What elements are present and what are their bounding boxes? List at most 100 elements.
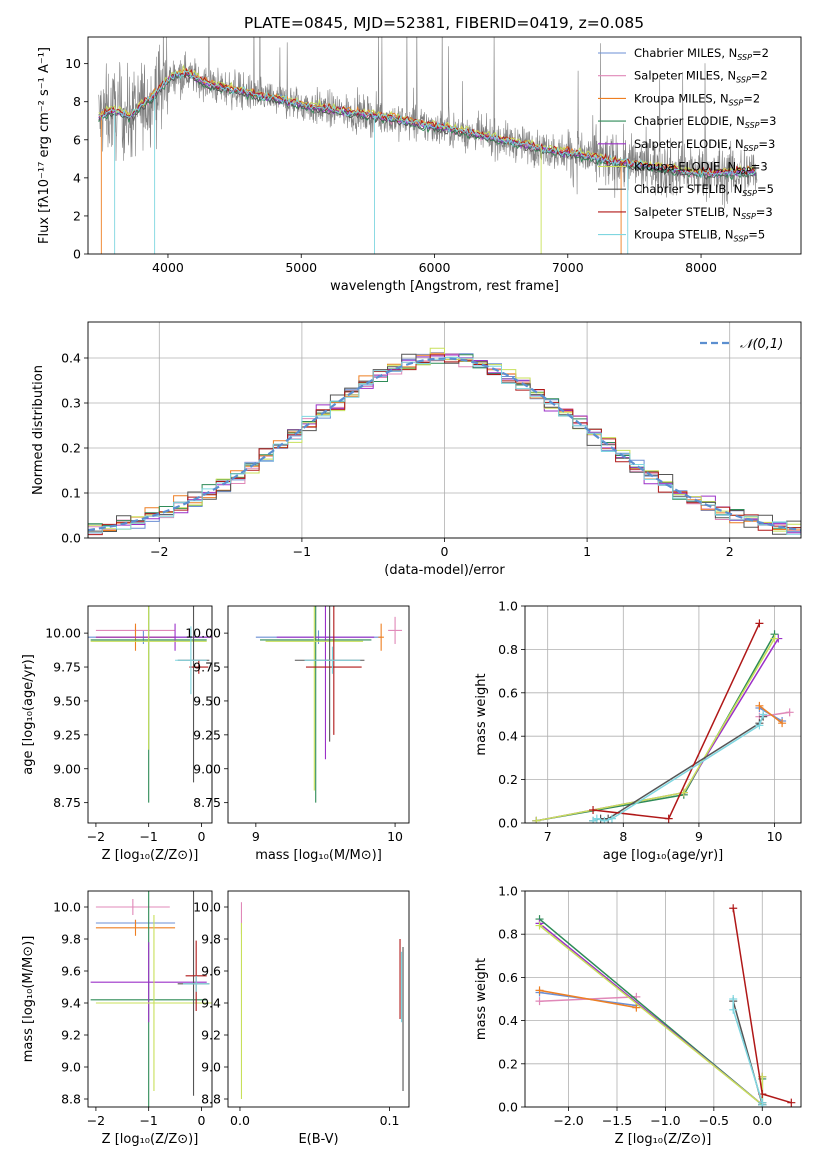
x-axis-label: Z [log₁₀(Z/Z⊙)] bbox=[102, 1132, 199, 1147]
weight-marker-salpeter-stelib bbox=[664, 814, 673, 823]
x-tick-label: 2 bbox=[726, 544, 734, 559]
x-tick-label: −2 bbox=[87, 829, 105, 844]
x-tick-label: 10 bbox=[387, 829, 403, 844]
age-vs-mass-panel: 9 10 8.75 9.00 9.25 9.50 9.75 10.00 mass [log₁₀(… bbox=[185, 605, 410, 863]
y-tick-label: 9.2 bbox=[61, 1028, 81, 1043]
weight-line-kroupa-miles bbox=[758, 705, 783, 724]
normal-curve bbox=[88, 357, 801, 532]
x-tick-label: 0 bbox=[441, 544, 449, 559]
y-axis-label: mass weight bbox=[474, 673, 489, 755]
legend-label-chabrier-elodie: Chabrier ELODIE, NSSP=3 bbox=[634, 114, 776, 130]
errorbar-salpeter-miles bbox=[95, 899, 170, 915]
y-tick-label: 0.1 bbox=[61, 486, 81, 501]
x-tick-label: 0 bbox=[197, 829, 205, 844]
mass-vs-Z-plot-area bbox=[90, 891, 212, 1107]
x-tick-label: 0.0 bbox=[230, 1113, 250, 1128]
legend-label-normal: 𝒩(0,1) bbox=[740, 337, 783, 352]
y-tick-label: 9.4 bbox=[201, 996, 221, 1011]
errorbar-kroupa-elodie bbox=[265, 606, 364, 791]
weight-line-salpeter-miles bbox=[759, 711, 790, 718]
y-tick-label: 8.75 bbox=[53, 795, 81, 810]
spectrum-legend: Chabrier MILES, NSSP=2 Salpeter MILES, NS… bbox=[598, 46, 776, 244]
axes-frame bbox=[87, 36, 802, 255]
weight-marker-salpeter-stelib bbox=[729, 904, 738, 913]
y-tick-label: 9.6 bbox=[61, 964, 81, 979]
x-tick-label: −0.5 bbox=[699, 1113, 729, 1128]
weight-line-chabrier-elodie bbox=[536, 633, 776, 822]
weight-marker-kroupa-stelib bbox=[759, 710, 768, 719]
y-tick-label: 9.8 bbox=[201, 932, 221, 947]
axes-frame bbox=[524, 605, 802, 824]
y-tick-label: 9.00 bbox=[193, 761, 221, 776]
weight-marker-kroupa-stelib bbox=[755, 721, 764, 730]
y-tick-label: 9.0 bbox=[201, 1060, 221, 1075]
y-tick-label: 9.4 bbox=[61, 996, 81, 1011]
model-line-salpeter-stelib bbox=[98, 67, 757, 176]
weight-marker-kroupa-stelib bbox=[758, 1100, 767, 1107]
y-tick-label: 10 bbox=[65, 56, 81, 71]
weight-vs-age-panel: 7 8 9 10 0.0 0.2 0.4 0.6 0.8 1.0 age [log₁₀(age/yr… bbox=[474, 599, 802, 863]
weight-vs-Z-plot-area bbox=[535, 904, 796, 1107]
x-axis-label: (data-model)/error bbox=[384, 563, 505, 578]
y-axis-label: Normed distribution bbox=[31, 365, 46, 495]
y-tick-label: 10.0 bbox=[53, 900, 81, 915]
weight-marker-salpeter-miles bbox=[785, 708, 794, 717]
legend-label-salpeter-stelib: Salpeter STELIB, NSSP=3 bbox=[634, 205, 773, 221]
y-tick-label: 0.3 bbox=[61, 396, 81, 411]
axes-frame bbox=[87, 321, 802, 539]
errorbar-salpeter-stelib bbox=[189, 660, 209, 674]
x-tick-label: −1 bbox=[139, 829, 157, 844]
weight-line-kroupa-elodie bbox=[539, 925, 764, 1107]
weight-marker-kroupa-stelib bbox=[729, 1005, 738, 1014]
legend-label-kroupa-stelib: Kroupa STELIB, NSSP=5 bbox=[634, 228, 765, 244]
mass-vs-EBV-plot-area bbox=[240, 902, 404, 1099]
weight-marker-kroupa-miles bbox=[632, 1003, 641, 1012]
x-tick-label: 8000 bbox=[685, 260, 717, 275]
x-tick-label: 0.1 bbox=[380, 1113, 400, 1128]
y-tick-label: 8 bbox=[73, 94, 81, 109]
errorbar-kroupa-stelib bbox=[304, 646, 361, 674]
y-tick-label: 9.50 bbox=[193, 693, 221, 708]
weight-vs-age-plot-area bbox=[532, 619, 794, 823]
y-tick-label: 0.2 bbox=[498, 772, 518, 787]
legend-label-salpeter-elodie: Salpeter ELODIE, NSSP=3 bbox=[634, 137, 775, 153]
weight-line-kroupa-elodie bbox=[536, 638, 776, 822]
spectrum-data-line bbox=[98, 37, 758, 209]
y-tick-label: 1.0 bbox=[498, 599, 518, 614]
axes-frame bbox=[227, 890, 410, 1108]
x-tick-label: 0 bbox=[197, 1113, 205, 1128]
errorbar-salpeter-elodie bbox=[90, 942, 207, 1023]
weight-marker-salpeter-stelib bbox=[589, 805, 598, 814]
x-tick-label: −2 bbox=[150, 544, 168, 559]
y-axis-label: mass [log₁₀(M/M⊙)] bbox=[21, 936, 36, 1063]
y-tick-label: 9.0 bbox=[61, 1060, 81, 1075]
x-axis-label: age [log₁₀(age/yr)] bbox=[603, 848, 724, 863]
weight-marker-kroupa-stelib bbox=[607, 814, 616, 823]
weight-marker-kroupa-stelib bbox=[589, 816, 598, 823]
errorbar-kroupa-miles bbox=[378, 623, 384, 651]
weight-marker-kroupa-elodie bbox=[770, 634, 779, 643]
x-tick-label: 9 bbox=[252, 829, 260, 844]
mass-vs-EBV-panel: 0.0 0.1 8.8 9.0 9.2 9.4 9.6 9.8 10.0 E(B-V) bbox=[193, 890, 410, 1147]
y-axis-label: age [log₁₀(age/yr)] bbox=[21, 654, 36, 775]
y-tick-label: 10.0 bbox=[193, 900, 221, 915]
weight-marker-salpeter-stelib bbox=[755, 619, 764, 628]
errorbar-salpeter-stelib bbox=[305, 606, 362, 735]
y-tick-label: 8.75 bbox=[193, 795, 221, 810]
x-tick-label: 5000 bbox=[285, 260, 317, 275]
y-tick-label: 9.6 bbox=[201, 964, 221, 979]
weight-line-kroupa-miles bbox=[539, 989, 637, 1009]
errorbar-salpeter-elodie bbox=[95, 623, 212, 651]
y-tick-label: 0.6 bbox=[498, 685, 518, 700]
y-tick-label: 9.2 bbox=[201, 1028, 221, 1043]
x-tick-label: −2 bbox=[87, 1113, 105, 1128]
x-axis-label: wavelength [Angstrom, rest frame] bbox=[330, 279, 559, 294]
y-tick-label: 0.2 bbox=[498, 1056, 518, 1071]
errorbar-salpeter-elodie bbox=[276, 606, 375, 760]
weight-marker-kroupa-miles bbox=[535, 986, 544, 995]
x-tick-label: 8 bbox=[619, 829, 627, 844]
y-tick-label: 1.0 bbox=[498, 884, 518, 899]
y-tick-label: 0.2 bbox=[61, 441, 81, 456]
weight-marker-salpeter-miles bbox=[535, 997, 544, 1006]
x-tick-label: 7000 bbox=[552, 260, 584, 275]
